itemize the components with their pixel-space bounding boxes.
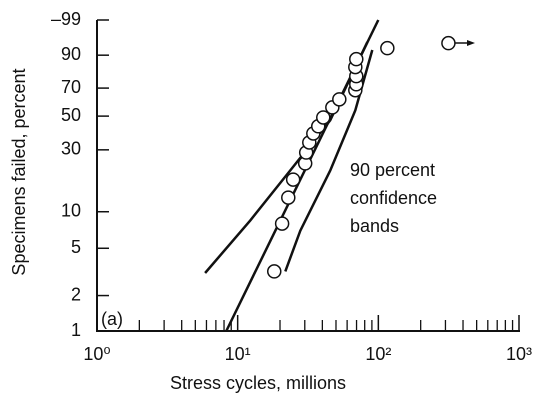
y-tick-label: 1 xyxy=(71,320,81,340)
y-tick-label: 5 xyxy=(71,237,81,257)
data-point xyxy=(441,35,456,51)
x-axis-label: Stress cycles, millions xyxy=(170,373,346,393)
data-point xyxy=(274,216,290,231)
data-point xyxy=(316,110,331,125)
data-point xyxy=(267,264,282,279)
panel-label: (a) xyxy=(101,309,123,329)
data-point xyxy=(332,92,347,107)
y-tick-label: –99 xyxy=(51,9,81,29)
data-point xyxy=(281,190,296,205)
y-tick-label: 30 xyxy=(61,139,81,159)
y-tick-label: 10 xyxy=(61,200,81,220)
data-point xyxy=(285,172,301,187)
y-axis-label: Specimens failed, percent xyxy=(9,68,29,275)
x-tick-label: 10² xyxy=(365,344,391,364)
runout-arrow xyxy=(455,40,475,46)
y-tick-label: 90 xyxy=(61,44,81,64)
confidence-band xyxy=(204,41,369,274)
x-tick-label: 10⁰ xyxy=(83,344,110,364)
y-tick-label: 70 xyxy=(61,77,81,97)
y-tick-label: 50 xyxy=(61,105,81,125)
x-tick-label: 10¹ xyxy=(225,344,251,364)
data-point xyxy=(380,40,395,56)
y-tick-label: 2 xyxy=(71,284,81,304)
annotation: 90 percent xyxy=(350,160,435,180)
annotation: confidence xyxy=(350,188,437,208)
x-tick-label: 10³ xyxy=(506,344,532,364)
data-point xyxy=(349,51,364,67)
annotation: bands xyxy=(350,216,399,236)
